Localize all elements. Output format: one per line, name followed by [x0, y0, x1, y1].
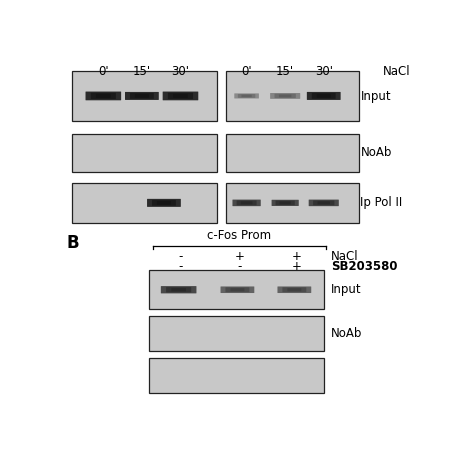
- Text: -: -: [178, 260, 182, 273]
- Bar: [72, 134, 217, 172]
- Bar: [227, 183, 359, 223]
- FancyBboxPatch shape: [279, 94, 292, 97]
- Text: 0': 0': [98, 65, 109, 78]
- FancyBboxPatch shape: [277, 286, 311, 293]
- Text: +: +: [234, 250, 244, 264]
- Text: +: +: [291, 260, 301, 273]
- Bar: [72, 183, 217, 223]
- Text: -: -: [178, 250, 182, 264]
- FancyBboxPatch shape: [173, 94, 188, 98]
- FancyBboxPatch shape: [275, 201, 295, 205]
- FancyBboxPatch shape: [168, 93, 193, 99]
- FancyBboxPatch shape: [272, 200, 299, 206]
- FancyBboxPatch shape: [157, 201, 171, 205]
- FancyBboxPatch shape: [234, 93, 259, 99]
- Text: B: B: [66, 234, 79, 252]
- Bar: [72, 72, 217, 121]
- Text: Ip Pol II: Ip Pol II: [360, 196, 403, 210]
- FancyBboxPatch shape: [283, 287, 306, 292]
- FancyBboxPatch shape: [232, 200, 261, 206]
- FancyBboxPatch shape: [220, 286, 255, 293]
- FancyBboxPatch shape: [270, 93, 300, 99]
- FancyBboxPatch shape: [171, 288, 186, 292]
- Text: 30': 30': [172, 65, 190, 78]
- FancyBboxPatch shape: [312, 93, 336, 99]
- FancyBboxPatch shape: [161, 286, 196, 293]
- Text: NaCl: NaCl: [383, 65, 410, 78]
- Bar: [227, 134, 359, 172]
- FancyBboxPatch shape: [163, 91, 198, 100]
- FancyBboxPatch shape: [125, 92, 159, 100]
- FancyBboxPatch shape: [287, 288, 301, 291]
- FancyBboxPatch shape: [152, 200, 176, 206]
- Text: Input: Input: [360, 90, 391, 102]
- FancyBboxPatch shape: [147, 199, 181, 207]
- FancyBboxPatch shape: [130, 93, 154, 99]
- Text: 15': 15': [276, 65, 294, 78]
- FancyBboxPatch shape: [280, 201, 291, 204]
- FancyBboxPatch shape: [238, 94, 255, 98]
- Text: +: +: [291, 250, 301, 264]
- FancyBboxPatch shape: [318, 201, 330, 204]
- Bar: [227, 72, 359, 121]
- Text: NaCl: NaCl: [331, 250, 359, 264]
- Bar: [149, 316, 324, 351]
- Text: -: -: [237, 260, 241, 273]
- Text: SB203580: SB203580: [331, 260, 398, 273]
- FancyBboxPatch shape: [85, 91, 121, 100]
- Text: c-Fos Prom: c-Fos Prom: [207, 229, 271, 242]
- Text: NoAb: NoAb: [360, 146, 392, 159]
- FancyBboxPatch shape: [166, 287, 191, 292]
- FancyBboxPatch shape: [317, 94, 331, 98]
- FancyBboxPatch shape: [135, 94, 149, 98]
- Text: 15': 15': [133, 65, 151, 78]
- FancyBboxPatch shape: [226, 287, 249, 292]
- FancyBboxPatch shape: [91, 93, 116, 99]
- Bar: [149, 270, 324, 309]
- FancyBboxPatch shape: [230, 288, 245, 291]
- Text: 30': 30': [315, 65, 333, 78]
- FancyBboxPatch shape: [307, 92, 341, 100]
- FancyBboxPatch shape: [313, 201, 334, 205]
- Text: NoAb: NoAb: [331, 327, 363, 340]
- FancyBboxPatch shape: [241, 201, 253, 204]
- FancyBboxPatch shape: [96, 94, 110, 98]
- FancyBboxPatch shape: [237, 201, 256, 205]
- Bar: [149, 358, 324, 392]
- Text: 0': 0': [241, 65, 252, 78]
- FancyBboxPatch shape: [241, 95, 252, 97]
- FancyBboxPatch shape: [309, 200, 339, 206]
- Text: Input: Input: [331, 283, 362, 296]
- FancyBboxPatch shape: [274, 94, 296, 98]
